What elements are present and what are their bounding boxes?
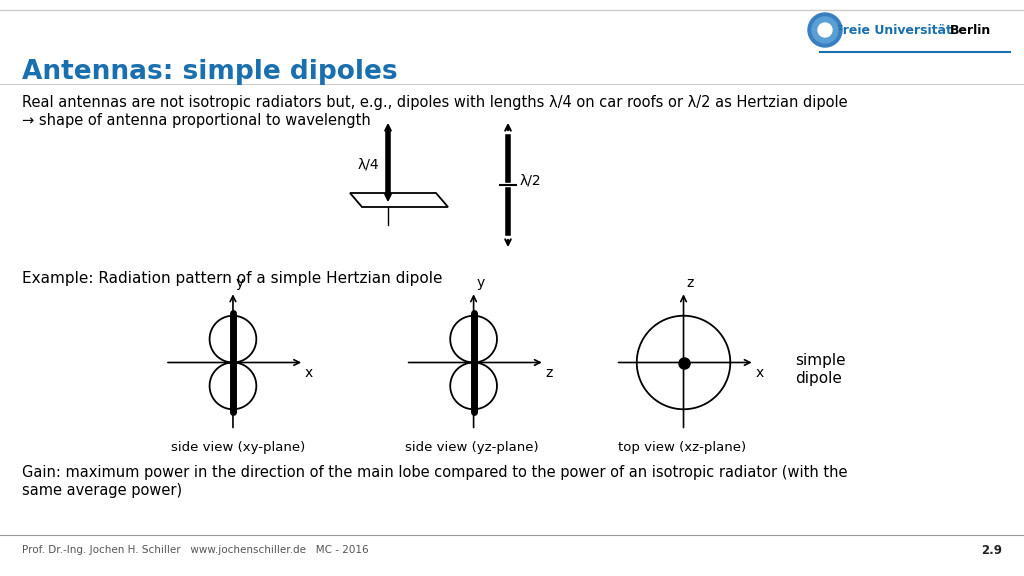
Text: y: y <box>236 276 244 290</box>
Text: λ/4: λ/4 <box>358 158 380 172</box>
Text: Antennas: simple dipoles: Antennas: simple dipoles <box>22 59 397 85</box>
Circle shape <box>812 17 838 43</box>
Text: Example: Radiation pattern of a simple Hertzian dipole: Example: Radiation pattern of a simple H… <box>22 271 442 286</box>
Polygon shape <box>637 316 730 410</box>
Polygon shape <box>451 316 497 410</box>
Text: side view (xy-plane): side view (xy-plane) <box>171 441 305 454</box>
Circle shape <box>808 13 842 47</box>
Text: side view (yz-plane): side view (yz-plane) <box>406 441 539 454</box>
Text: Prof. Dr.-Ing. Jochen H. Schiller   www.jochenschiller.de   MC - 2016: Prof. Dr.-Ing. Jochen H. Schiller www.jo… <box>22 545 369 555</box>
Text: Berlin: Berlin <box>950 24 991 36</box>
Text: z: z <box>546 366 553 380</box>
Text: x: x <box>756 366 764 380</box>
Text: Real antennas are not isotropic radiators but, e.g., dipoles with lengths λ/4 on: Real antennas are not isotropic radiator… <box>22 94 848 109</box>
Text: λ/2: λ/2 <box>520 173 542 187</box>
Text: x: x <box>305 366 313 380</box>
Text: dipole: dipole <box>795 370 842 385</box>
Text: Freie Universität: Freie Universität <box>835 24 952 36</box>
Text: top view (xz-plane): top view (xz-plane) <box>617 441 746 454</box>
Text: z: z <box>686 276 693 290</box>
Text: simple: simple <box>795 353 846 367</box>
Circle shape <box>818 23 831 37</box>
Polygon shape <box>210 316 256 410</box>
Text: 2.9: 2.9 <box>981 544 1002 556</box>
Text: same average power): same average power) <box>22 483 182 498</box>
Text: y: y <box>476 276 484 290</box>
Text: Gain: maximum power in the direction of the main lobe compared to the power of a: Gain: maximum power in the direction of … <box>22 464 848 479</box>
Text: → shape of antenna proportional to wavelength: → shape of antenna proportional to wavel… <box>22 113 371 128</box>
